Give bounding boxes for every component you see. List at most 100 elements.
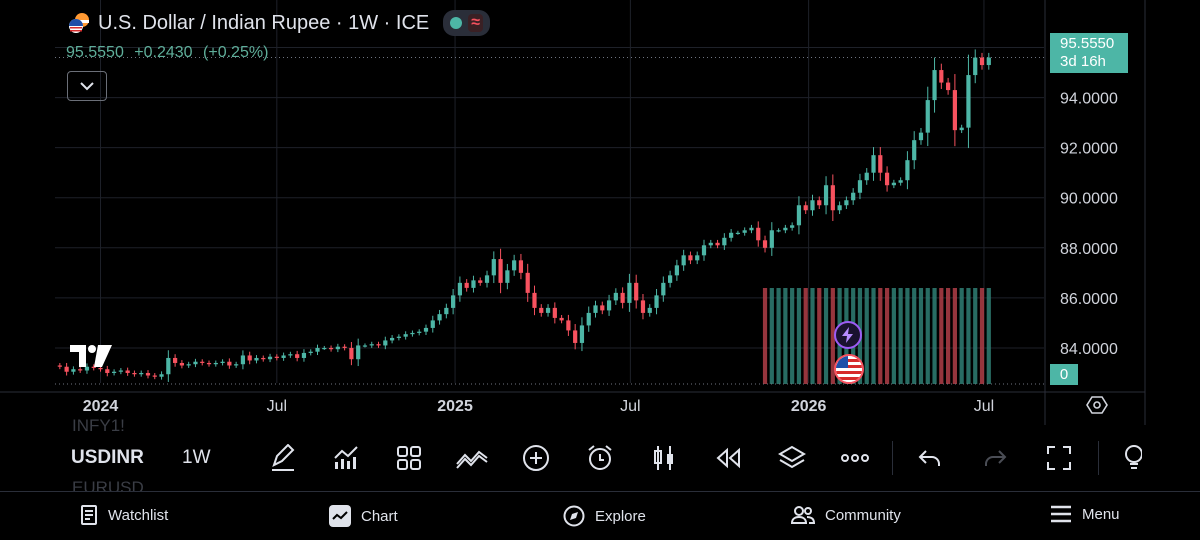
price-quote: 95.5550 +0.2430 (+0.25%) (66, 44, 274, 62)
timeframe-selector[interactable]: 1W (182, 447, 211, 468)
chart-icon (329, 505, 351, 527)
undo-button[interactable] (913, 441, 947, 475)
indicators-button[interactable] (329, 441, 363, 475)
candle-body (654, 295, 659, 308)
watchlist-icon (81, 505, 97, 525)
candle-body (105, 369, 110, 373)
candle-body (715, 242, 720, 246)
candle-body (71, 369, 76, 372)
volume-bar (966, 288, 971, 384)
candle-body (864, 172, 869, 181)
candle-body (78, 369, 83, 371)
idea-button[interactable] (1118, 441, 1142, 475)
candle-body (423, 327, 429, 332)
candle-body (179, 362, 184, 366)
candle-body (796, 205, 802, 226)
last-price: 95.5550 (66, 44, 124, 61)
volume-bar (918, 288, 924, 384)
symbol-title[interactable]: U.S. Dollar / Indian Rupee · 1W · ICE (98, 11, 430, 34)
nav-chart[interactable]: Chart (329, 505, 398, 527)
price-tick-label: 86.0000 (1060, 291, 1118, 308)
candle-body (667, 275, 673, 283)
redo-icon (985, 450, 1007, 466)
candle-body (823, 185, 829, 206)
templates-button[interactable] (392, 441, 426, 475)
candle-body (701, 245, 707, 256)
candlestick-chart[interactable]: 96.000094.000092.000090.000088.000086.00… (0, 0, 1200, 425)
compare-button[interactable] (455, 441, 489, 475)
market-status-pill[interactable]: ≈ (443, 10, 491, 36)
alert-clock-icon (588, 445, 612, 470)
current-price-value: 95.5550 (1060, 35, 1115, 52)
hamburger-menu-icon (1051, 505, 1071, 523)
candle-body (729, 232, 734, 238)
nav-explore[interactable]: Explore (563, 505, 646, 527)
chart-header[interactable]: U.S. Dollar / Indian Rupee · 1W · ICE ≈ (68, 10, 491, 36)
candle-body (810, 200, 815, 211)
volume-bar (769, 288, 774, 384)
market-open-dot-icon (450, 17, 463, 29)
layers-button[interactable] (775, 441, 809, 475)
candle-body (695, 255, 700, 261)
flash-event-badge[interactable] (834, 321, 862, 349)
candle-body (573, 330, 578, 343)
alert-button[interactable] (583, 441, 617, 475)
candle-body (606, 300, 612, 311)
collapse-legend-button[interactable] (67, 71, 107, 101)
more-button[interactable] (838, 441, 872, 475)
candle-body (376, 344, 381, 346)
compass-icon (563, 505, 585, 527)
chart-area[interactable]: 96.000094.000092.000090.000088.000086.00… (0, 0, 1200, 425)
nav-watchlist-label: Watchlist (108, 506, 169, 524)
volume-bar (871, 288, 876, 384)
candle-body (817, 200, 822, 206)
us-economic-event-badge[interactable] (834, 354, 864, 384)
candle-body (742, 230, 747, 233)
price-tick-label: 92.0000 (1060, 141, 1118, 158)
volume-value-label: 0 (1050, 364, 1078, 385)
add-button[interactable] (519, 441, 553, 475)
candle-body (417, 331, 422, 333)
candle-body (139, 372, 144, 375)
candle-body (91, 366, 96, 368)
candle-body (946, 82, 951, 91)
chart-type-button[interactable] (647, 441, 681, 475)
candle-body (783, 227, 788, 231)
nav-explore-label: Explore (595, 507, 646, 525)
draw-button[interactable] (266, 441, 300, 475)
candle-body (362, 345, 368, 347)
nav-community[interactable]: Community (791, 505, 901, 525)
candle-body (552, 307, 557, 318)
bottom-toolbar: INFY1! USDINR 1W EURUSD (0, 416, 1200, 497)
candle-body (756, 227, 761, 241)
replay-button[interactable] (711, 441, 745, 475)
candle-body (498, 259, 503, 283)
lightning-icon (842, 327, 853, 343)
fullscreen-button[interactable] (1042, 441, 1076, 475)
symbol-selector[interactable]: USDINR (71, 447, 144, 468)
volume-bar (796, 288, 802, 384)
candle-body (173, 357, 178, 363)
time-tick-label: 2026 (791, 398, 827, 415)
indicators-icon (334, 446, 358, 469)
candle-body (539, 307, 544, 313)
redo-button[interactable] (978, 441, 1012, 475)
candle-body (634, 282, 639, 301)
candle-body (464, 282, 469, 288)
volume-bar (986, 288, 991, 384)
candle-body (681, 255, 686, 266)
nav-menu[interactable]: Menu (1050, 505, 1120, 523)
tradingview-logo[interactable] (70, 345, 112, 372)
us-flag-icon (836, 356, 862, 382)
candle-body (84, 366, 90, 371)
delayed-data-icon: ≈ (468, 14, 484, 32)
candle-body (688, 255, 693, 261)
nav-watchlist[interactable]: Watchlist (80, 505, 168, 525)
volume-bar (790, 288, 795, 384)
candle-body (200, 361, 205, 363)
chart-settings-button[interactable] (1086, 394, 1108, 421)
candle-body (356, 345, 361, 360)
more-icon (841, 454, 869, 462)
candle-body (803, 205, 808, 211)
candle-body (708, 242, 713, 246)
